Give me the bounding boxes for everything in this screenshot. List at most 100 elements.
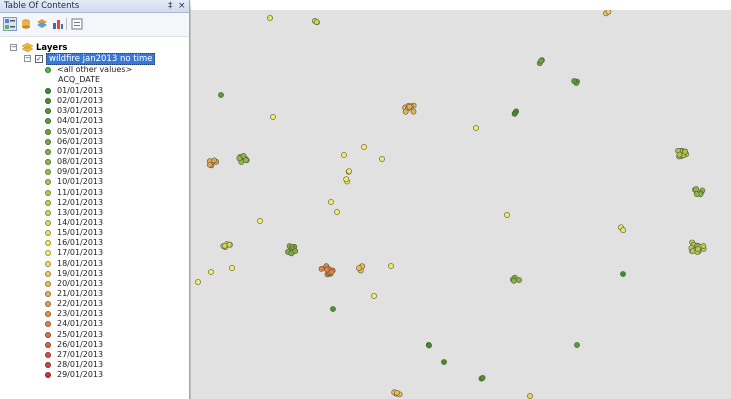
fire-point[interactable] (473, 125, 479, 131)
fire-point-cluster[interactable] (504, 212, 510, 218)
tree-node-layers[interactable]: − Layers (10, 43, 180, 53)
fire-point-cluster[interactable] (206, 157, 220, 169)
fire-point[interactable] (341, 152, 347, 158)
fire-point[interactable] (682, 148, 688, 155)
fire-point[interactable] (479, 374, 486, 381)
fire-point[interactable] (318, 265, 325, 272)
fire-point[interactable] (511, 277, 517, 284)
map-view[interactable] (190, 0, 731, 399)
fire-point[interactable] (402, 108, 409, 115)
fire-point-cluster[interactable] (220, 241, 233, 250)
fire-point[interactable] (693, 191, 700, 197)
fire-point[interactable] (226, 241, 233, 248)
fire-point[interactable] (267, 15, 273, 21)
fire-point-cluster[interactable] (267, 15, 273, 21)
list-by-drawing-order-button[interactable] (3, 17, 17, 31)
fire-point[interactable] (620, 227, 627, 234)
fire-point[interactable] (620, 271, 626, 277)
fire-point[interactable] (206, 161, 213, 168)
fire-point[interactable] (343, 176, 350, 183)
layer-visibility-checkbox[interactable]: ✓ (35, 55, 43, 63)
fire-point-cluster[interactable] (270, 114, 276, 120)
fire-point[interactable] (328, 199, 334, 205)
fire-point[interactable] (208, 269, 214, 275)
fire-point-cluster[interactable] (473, 125, 479, 131)
fire-point-cluster[interactable] (388, 263, 394, 269)
fire-point[interactable] (330, 306, 336, 312)
fire-point[interactable] (328, 269, 335, 275)
fire-point-cluster[interactable] (511, 108, 520, 117)
fire-point-cluster[interactable] (343, 176, 351, 185)
fire-point[interactable] (242, 157, 249, 164)
fire-point-cluster[interactable] (391, 389, 403, 398)
fire-point-cluster[interactable] (692, 186, 706, 198)
fire-point-cluster[interactable] (675, 147, 690, 160)
fire-point-cluster[interactable] (371, 293, 377, 299)
fire-point[interactable] (605, 10, 612, 15)
fire-point[interactable] (356, 265, 362, 272)
fire-point[interactable] (393, 389, 400, 396)
fire-point-cluster[interactable] (341, 152, 347, 158)
fire-point[interactable] (229, 265, 235, 271)
list-by-visibility-button[interactable] (35, 17, 49, 31)
fire-point-cluster[interactable] (285, 243, 299, 257)
fire-point-cluster[interactable] (361, 144, 367, 150)
fire-point[interactable] (195, 279, 201, 285)
fire-point-cluster[interactable] (620, 271, 626, 277)
options-button[interactable] (70, 17, 84, 31)
fire-point[interactable] (574, 342, 580, 348)
fire-point[interactable] (516, 277, 522, 283)
fire-point-cluster[interactable] (318, 263, 336, 278)
fire-point-cluster[interactable] (527, 393, 533, 399)
fire-point[interactable] (221, 242, 228, 249)
fire-point[interactable] (527, 393, 533, 399)
fire-point-cluster[interactable] (425, 341, 432, 349)
fire-point-cluster[interactable] (330, 306, 336, 312)
fire-point-cluster[interactable] (229, 265, 235, 271)
fire-point-cluster[interactable] (441, 359, 447, 365)
fire-point-cluster[interactable] (478, 374, 486, 382)
fire-point[interactable] (695, 246, 701, 253)
fire-point-cluster[interactable] (379, 156, 385, 162)
fire-point-cluster[interactable] (328, 199, 334, 205)
fire-point[interactable] (211, 157, 218, 164)
fire-point-cluster[interactable] (536, 57, 545, 67)
layer-name[interactable]: wildfire jan2013 no time (46, 53, 156, 65)
fire-point-cluster[interactable] (208, 269, 214, 275)
fire-point-cluster[interactable] (311, 18, 320, 26)
fire-point[interactable] (700, 243, 707, 250)
fire-point[interactable] (270, 114, 276, 120)
fire-point-cluster[interactable] (571, 78, 580, 86)
fire-point-cluster[interactable] (510, 274, 522, 284)
fire-point[interactable] (511, 110, 518, 117)
fire-point-cluster[interactable] (688, 239, 707, 255)
collapse-layer-icon[interactable]: − (24, 54, 31, 62)
fire-point[interactable] (346, 168, 352, 175)
fire-point-cluster[interactable] (334, 209, 340, 215)
fire-point[interactable] (406, 103, 413, 110)
fire-point-cluster[interactable] (236, 152, 250, 165)
fire-point[interactable] (689, 248, 696, 255)
collapse-layers-icon[interactable]: − (10, 43, 17, 51)
fire-point[interactable] (334, 209, 340, 215)
fire-point[interactable] (292, 248, 299, 254)
fire-point[interactable] (313, 19, 320, 25)
list-by-selection-button[interactable] (51, 17, 65, 31)
fire-point-cluster[interactable] (603, 10, 612, 17)
map-canvas[interactable] (191, 10, 731, 399)
fire-point[interactable] (379, 156, 385, 162)
fire-point[interactable] (361, 144, 367, 150)
fire-point-cluster[interactable] (218, 92, 224, 98)
fire-point[interactable] (441, 359, 447, 365)
fire-point[interactable] (538, 57, 544, 64)
fire-point[interactable] (388, 263, 394, 269)
fire-point[interactable] (693, 186, 700, 192)
fire-point-cluster[interactable] (356, 263, 366, 274)
fire-point-cluster[interactable] (345, 168, 352, 175)
fire-point[interactable] (257, 218, 263, 224)
fire-point[interactable] (504, 212, 510, 218)
fire-point[interactable] (410, 108, 417, 115)
fire-point[interactable] (571, 78, 578, 84)
fire-point[interactable] (371, 293, 377, 299)
tree-node-layer[interactable]: − ✓ wildfire jan2013 no time (24, 53, 184, 65)
